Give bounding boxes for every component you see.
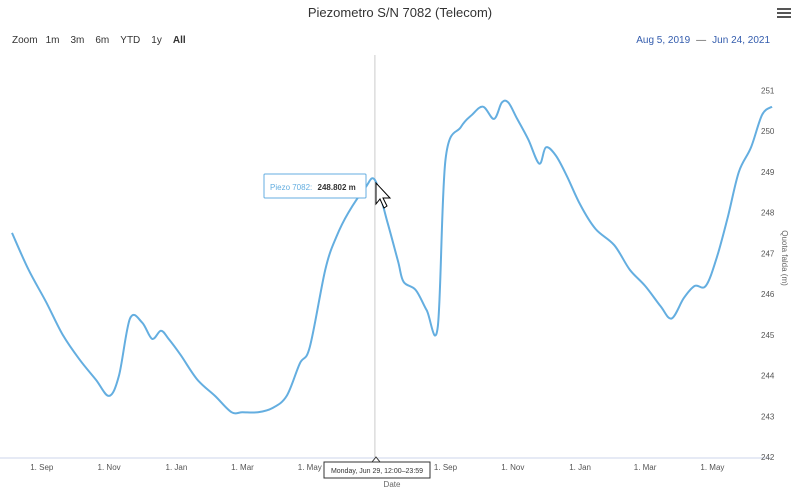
svg-text:Piezo 7082: 248.802 m: Piezo 7082: 248.802 m xyxy=(270,183,356,192)
y-tick-label: 251 xyxy=(761,86,775,95)
y-tick-label: 246 xyxy=(761,290,775,299)
y-tick-label: 242 xyxy=(761,453,775,462)
zoom-button-ytd[interactable]: YTD xyxy=(120,35,141,46)
series-group xyxy=(11,99,773,415)
y-tick-label: 250 xyxy=(761,127,775,136)
y-tick-label: 243 xyxy=(761,412,775,421)
hamburger-menu-icon[interactable] xyxy=(777,6,791,20)
range-separator: — xyxy=(696,35,707,46)
date-range: Aug 5, 2019 — Jun 24, 2021 xyxy=(636,35,770,46)
zoom-button-3m[interactable]: 3m xyxy=(70,35,85,46)
zoom-button-all[interactable]: All xyxy=(172,35,186,46)
x-tick-label: 1. Nov xyxy=(501,463,524,472)
zoom-label: Zoom xyxy=(12,35,38,46)
y-axis: 242 243 244 245 246 247 248 249 250 251 xyxy=(761,86,775,462)
tooltip-series-label: Piezo 7082: xyxy=(270,183,312,192)
x-axis: 1. Sep 1. Nov 1. Jan 1. Mar 1. May 1. Sep 1. N… xyxy=(0,457,772,472)
zoom-button-1m[interactable]: 1m xyxy=(45,35,60,46)
x-tick-label: 1. Jan xyxy=(569,463,591,472)
date-flag-pointer xyxy=(370,456,382,463)
zoom-button-6m[interactable]: 6m xyxy=(95,35,110,46)
x-tick-label: 1. Mar xyxy=(634,463,657,472)
zoom-button-1y[interactable]: 1y xyxy=(151,35,162,46)
y-tick-label: 244 xyxy=(761,372,775,381)
date-flag: Monday, Jun 29, 12:00–23:59 xyxy=(323,456,431,479)
x-tick-label: 1. Mar xyxy=(231,463,254,472)
y-tick-label: 248 xyxy=(761,209,775,218)
range-from-input[interactable]: Aug 5, 2019 xyxy=(636,35,691,46)
mouse-cursor-icon xyxy=(375,181,392,209)
x-axis-title: Date xyxy=(384,480,401,489)
tooltip: Piezo 7082: 248.802 m xyxy=(263,173,367,199)
tooltip-box xyxy=(263,173,367,199)
x-tick-label: 1. May xyxy=(700,463,724,472)
series-line-0[interactable] xyxy=(11,99,773,415)
y-tick-label: 245 xyxy=(761,331,775,340)
x-tick-label: 1. Sep xyxy=(434,463,458,472)
date-flag-text: Monday, Jun 29, 12:00–23:59 xyxy=(331,468,423,475)
zoom-selector: Zoom 1m 3m 6m YTD 1y All xyxy=(12,35,197,46)
chart-title: Piezometro S/N 7082 (Telecom) xyxy=(307,5,493,20)
range-to-input[interactable]: Jun 24, 2021 xyxy=(712,35,770,46)
y-axis-title: Quota falda (m) xyxy=(780,230,789,286)
x-tick-label: 1. May xyxy=(298,463,322,472)
x-tick-label: 1. Nov xyxy=(98,463,121,472)
x-tick-label: 1. Sep xyxy=(30,463,54,472)
y-tick-label: 247 xyxy=(761,249,775,258)
y-tick-label: 249 xyxy=(761,168,775,177)
x-tick-label: 1. Jan xyxy=(166,463,188,472)
tooltip-value: 248.802 m xyxy=(318,183,356,192)
